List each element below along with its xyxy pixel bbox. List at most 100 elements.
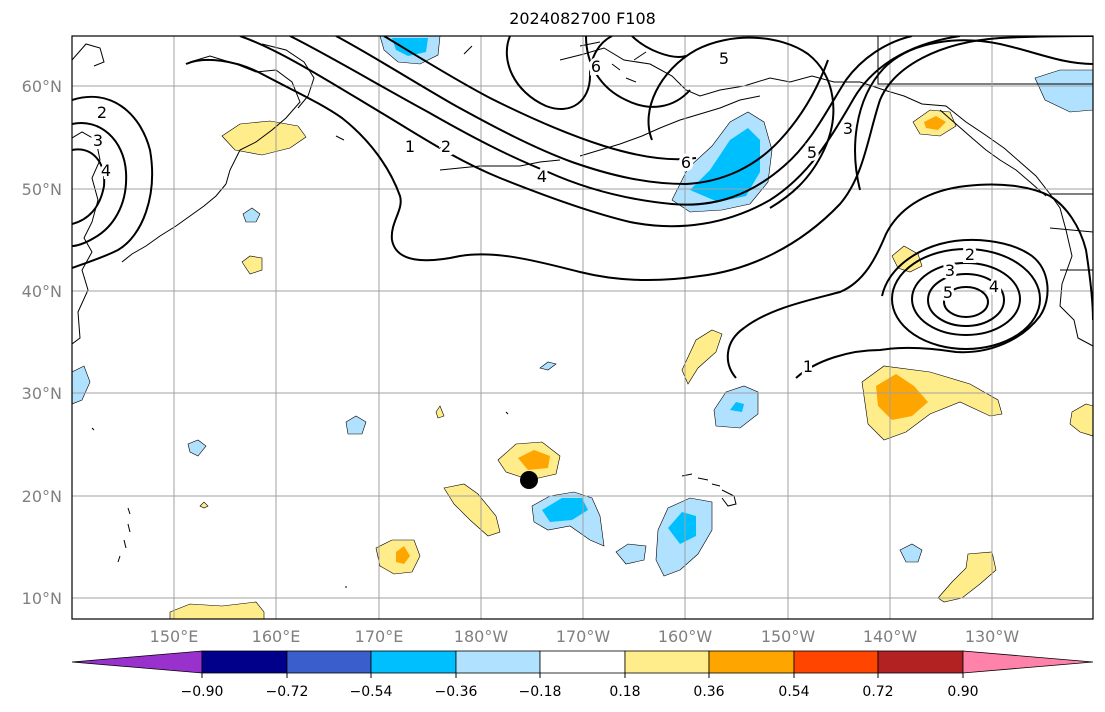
colorbar-segment	[455, 650, 541, 674]
contour-line	[943, 286, 989, 318]
lon-label: 150°E	[150, 627, 199, 646]
lon-label: 170°W	[556, 627, 611, 646]
fill-patch	[396, 546, 410, 564]
contour-label: 1	[405, 137, 415, 156]
contour-label: 2	[441, 137, 451, 156]
contour-label: 5	[719, 49, 729, 68]
fill-patch	[1069, 403, 1093, 437]
fill-patch	[518, 450, 550, 470]
colorbar-tick-label: −0.90	[181, 684, 224, 700]
contour-label: 6	[591, 57, 601, 76]
contour-label: 5	[943, 283, 953, 302]
lon-label: 140°W	[863, 627, 918, 646]
colorbar-ticks: −0.90 −0.72 −0.54 −0.36 −0.18 0.18 0.36 …	[181, 673, 979, 700]
colorbar-segment	[793, 650, 879, 674]
fill-patch	[241, 255, 263, 275]
lon-label: 150°W	[761, 627, 816, 646]
colorbar-tick-label: 0.18	[609, 684, 640, 700]
contour-label: 4	[101, 161, 111, 180]
colorbar-segment	[539, 650, 626, 674]
lat-label: 20°N	[22, 487, 62, 506]
coastline-asia	[72, 131, 101, 345]
contour-line	[631, 36, 687, 58]
coastline-hawaii	[681, 473, 737, 507]
contour-line	[185, 36, 1093, 282]
lon-label: 130°W	[965, 627, 1020, 646]
fill-patch	[1034, 69, 1093, 113]
colorbar-tick-label: −0.18	[519, 684, 562, 700]
contour-line	[383, 36, 697, 161]
colorbar-tick-label: 0.72	[862, 684, 893, 700]
coastline-bering-islands	[579, 41, 647, 83]
colorbar	[71, 650, 1094, 674]
fill-patch	[169, 601, 265, 619]
contour-line	[795, 239, 1049, 379]
contour-label: 5	[807, 143, 817, 162]
contour-line	[72, 122, 128, 247]
colorbar-segment	[370, 650, 457, 674]
fill-patch	[187, 439, 207, 457]
colorbar-tick-label: −0.72	[266, 684, 309, 700]
fill-patch	[221, 120, 307, 156]
coastline-asia-north	[72, 43, 105, 67]
coastline-kurils	[121, 183, 227, 263]
coastlines	[72, 36, 1093, 588]
colorbar-segment	[624, 650, 710, 674]
storm-center-dot	[520, 471, 538, 489]
gridlines	[72, 36, 1093, 619]
fill-patch	[345, 415, 367, 435]
contour-line	[239, 36, 961, 228]
fill-patch	[924, 116, 946, 130]
lat-label: 10°N	[22, 589, 62, 608]
contour-label: 3	[843, 119, 853, 138]
contour-label: 2	[965, 245, 975, 264]
lon-label: 180°W	[454, 627, 509, 646]
colorbar-segment	[877, 650, 964, 674]
fill-patch	[690, 128, 760, 202]
contour-label: 2	[97, 103, 107, 122]
lat-label: 50°N	[22, 180, 62, 199]
contour-line	[72, 95, 154, 269]
contour-line	[726, 183, 1093, 379]
longitude-labels: 150°E 160°E 170°E 180°W 170°W 160°W 150°…	[150, 627, 1020, 646]
contour-lines	[72, 36, 1093, 379]
contour-label: 4	[989, 277, 999, 296]
fill-patch	[730, 402, 744, 412]
contour-labels: 2 3 4 1 2 4 6 6 5 5 3 2 3 4 5 1	[90, 46, 1002, 379]
fill-patch	[937, 551, 997, 603]
coastline-small-islands	[91, 45, 509, 588]
lon-label: 160°E	[252, 627, 301, 646]
colorbar-segment	[708, 650, 795, 674]
contour-line	[72, 148, 106, 225]
lat-label: 60°N	[22, 77, 62, 96]
lat-label: 40°N	[22, 282, 62, 301]
fill-patch	[443, 483, 501, 537]
fill-patch	[681, 329, 723, 385]
fill-patch	[435, 405, 445, 419]
contour-line	[911, 262, 1021, 336]
colorbar-segment	[286, 650, 372, 674]
colorbar-tick-label: −0.36	[435, 684, 478, 700]
contour-line	[335, 36, 829, 186]
latitude-labels: 60°N 50°N 40°N 30°N 20°N 10°N	[22, 77, 62, 608]
fill-patch	[392, 38, 428, 56]
colorbar-segment	[201, 650, 288, 674]
contour-label: 4	[537, 167, 547, 186]
fill-patch	[72, 365, 91, 405]
contour-label: 6	[681, 153, 691, 172]
fill-patch	[615, 543, 647, 565]
contour-line	[585, 36, 691, 108]
fill-patch	[876, 374, 928, 420]
colorbar-extend-high	[962, 650, 1094, 674]
fill-patch	[899, 543, 923, 563]
contour-label: 3	[945, 261, 955, 280]
contour-line	[647, 36, 835, 209]
contour-line	[927, 273, 1005, 327]
contour-label: 3	[93, 131, 103, 150]
contour-line	[289, 36, 913, 206]
colorbar-tick-label: 0.54	[778, 684, 809, 700]
colorbar-extend-low	[71, 650, 203, 674]
fill-patch	[542, 498, 588, 522]
lat-label: 30°N	[22, 384, 62, 403]
